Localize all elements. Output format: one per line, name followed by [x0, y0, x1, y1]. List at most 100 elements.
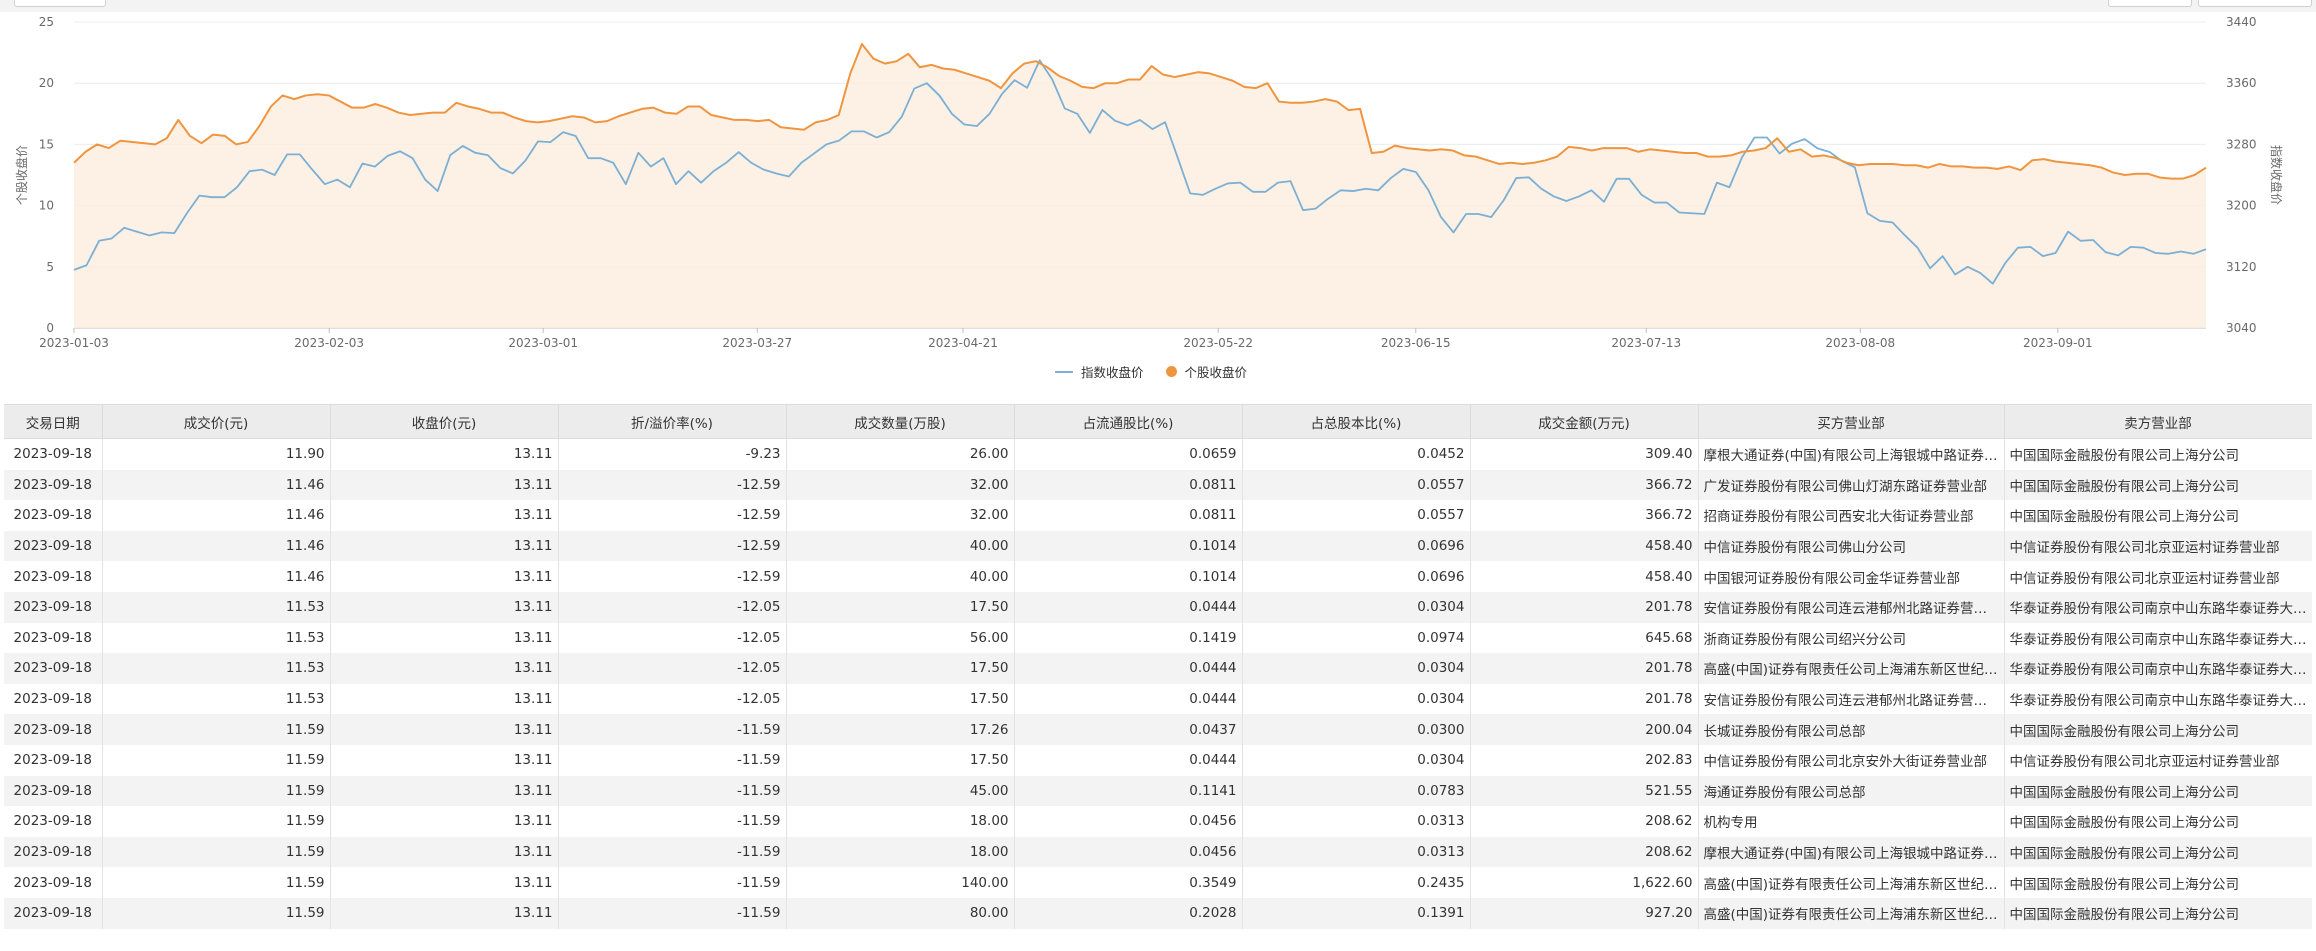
close-price-cell: 13.11	[330, 653, 559, 684]
buyer-branch-cell: 高盛(中国)证券有限责任公司上海浦东新区世纪大道证券营业部	[1698, 897, 2005, 929]
x-tick-label: 2023-09-01	[2023, 336, 2093, 350]
buyer-branch-cell: 高盛(中国)证券有限责任公司上海浦东新区世纪大道证券营业部	[1698, 867, 2005, 898]
amount-cell: 309.40	[1470, 438, 1699, 470]
volume-cell: 32.00	[786, 500, 1015, 531]
trade-date-cell: 2023-09-18	[4, 591, 103, 623]
volume-cell: 17.50	[786, 591, 1015, 623]
trade-date-cell: 2023-09-18	[4, 775, 103, 807]
column-header[interactable]: 交易日期	[4, 405, 103, 439]
table-row[interactable]: 2023-09-18 11.53 13.11 -12.05 17.50 0.0444 0.0…	[4, 683, 2312, 715]
legend-item-index[interactable]: 指数收盘价	[1055, 362, 1144, 381]
volume-cell: 17.50	[786, 744, 1015, 776]
total-ratio-cell: 0.0783	[1242, 775, 1471, 807]
amount-cell: 927.20	[1470, 897, 1699, 929]
trade-price-cell: 11.53	[102, 653, 331, 684]
column-header[interactable]: 占流通股比(%)	[1014, 405, 1243, 439]
total-ratio-cell: 0.2435	[1242, 867, 1471, 898]
block-trade-table: 交易日期 成交价(元) 收盘价(元) 折/溢价率(%) 成交数量(万股) 占流通股比(%)…	[4, 405, 2312, 929]
column-header[interactable]: 收盘价(元)	[330, 405, 559, 439]
table-row[interactable]: 2023-09-18 11.59 13.11 -11.59 17.50 0.0444 0.0…	[4, 744, 2312, 776]
toolbar-button-right-1[interactable]	[2108, 0, 2192, 7]
trade-date-cell: 2023-09-18	[4, 500, 103, 531]
total-ratio-cell: 0.0696	[1242, 561, 1471, 592]
buyer-branch-cell: 长城证券股份有限公司总部	[1698, 714, 2005, 745]
y-left-tick-label: 20	[39, 76, 54, 90]
volume-cell: 56.00	[786, 622, 1015, 654]
table-row[interactable]: 2023-09-18 11.53 13.11 -12.05 17.50 0.0444 0.0…	[4, 591, 2312, 623]
float-ratio-cell: 0.0811	[1014, 469, 1243, 501]
total-ratio-cell: 0.0304	[1242, 591, 1471, 623]
table-row[interactable]: 2023-09-18 11.46 13.11 -12.59 32.00 0.0811 0.0…	[4, 500, 2312, 531]
amount-cell: 458.40	[1470, 530, 1699, 562]
table-row[interactable]: 2023-09-18 11.90 13.11 -9.23 26.00 0.0659 0.04…	[4, 438, 2312, 470]
table-row[interactable]: 2023-09-18 11.59 13.11 -11.59 18.00 0.0456 0.0…	[4, 836, 2312, 868]
x-tick-label: 2023-02-03	[294, 336, 364, 350]
legend-item-stock[interactable]: 个股收盘价	[1165, 362, 1247, 381]
y-left-tick-label: 0	[46, 321, 54, 335]
close-price-cell: 13.11	[330, 683, 559, 715]
trade-price-cell: 11.53	[102, 622, 331, 654]
y-right-tick-label: 3360	[2226, 76, 2257, 90]
top-toolbar-strip	[0, 0, 2316, 12]
table-row[interactable]: 2023-09-18 11.59 13.11 -11.59 45.00 0.1141 0.0…	[4, 775, 2312, 807]
premium-rate-cell: -12.05	[558, 622, 787, 654]
seller-branch-cell: 中国国际金融股份有限公司上海分公司	[2004, 836, 2312, 868]
table-row[interactable]: 2023-09-18 11.53 13.11 -12.05 56.00 0.1419 0.0…	[4, 622, 2312, 654]
float-ratio-cell: 0.2028	[1014, 897, 1243, 929]
close-price-cell: 13.11	[330, 438, 559, 470]
buyer-branch-cell: 浙商证券股份有限公司绍兴分公司	[1698, 622, 2005, 654]
seller-branch-cell: 中国国际金融股份有限公司上海分公司	[2004, 867, 2312, 898]
premium-rate-cell: -9.23	[558, 438, 787, 470]
table-row[interactable]: 2023-09-18 11.46 13.11 -12.59 32.00 0.0811 0.0…	[4, 469, 2312, 501]
table-row[interactable]: 2023-09-18 11.46 13.11 -12.59 40.00 0.1014 0.0…	[4, 561, 2312, 592]
amount-cell: 200.04	[1470, 714, 1699, 745]
float-ratio-cell: 0.0456	[1014, 836, 1243, 868]
volume-cell: 17.50	[786, 683, 1015, 715]
premium-rate-cell: -12.59	[558, 561, 787, 592]
close-price-cell: 13.11	[330, 622, 559, 654]
volume-cell: 17.26	[786, 714, 1015, 745]
premium-rate-cell: -12.05	[558, 591, 787, 623]
float-ratio-cell: 0.0659	[1014, 438, 1243, 470]
column-header[interactable]: 买方营业部	[1698, 405, 2005, 439]
seller-branch-cell: 中信证券股份有限公司北京亚运村证券营业部	[2004, 530, 2312, 562]
legend-index-label: 指数收盘价	[1081, 365, 1144, 380]
table-row[interactable]: 2023-09-18 11.59 13.11 -11.59 18.00 0.0456 0.0…	[4, 806, 2312, 837]
trade-price-cell: 11.46	[102, 530, 331, 562]
toolbar-button-right-2[interactable]	[2198, 0, 2312, 7]
float-ratio-cell: 0.1014	[1014, 561, 1243, 592]
x-tick-label: 2023-05-22	[1183, 336, 1253, 350]
table-row[interactable]: 2023-09-18 11.59 13.11 -11.59 80.00 0.2028 0.1…	[4, 897, 2312, 929]
table-row[interactable]: 2023-09-18 11.59 13.11 -11.59 140.00 0.3549 0.…	[4, 867, 2312, 898]
column-header[interactable]: 折/溢价率(%)	[558, 405, 787, 439]
trade-price-cell: 11.59	[102, 775, 331, 807]
buyer-branch-cell: 海通证券股份有限公司总部	[1698, 775, 2005, 807]
amount-cell: 1,622.60	[1470, 867, 1699, 898]
seller-branch-cell: 中国国际金融股份有限公司上海分公司	[2004, 469, 2312, 501]
block-trade-table-container: 交易日期 成交价(元) 收盘价(元) 折/溢价率(%) 成交数量(万股) 占流通股比(%)…	[4, 404, 2312, 951]
column-header[interactable]: 成交数量(万股)	[786, 405, 1015, 439]
buyer-branch-cell: 中国银河证券股份有限公司金华证券营业部	[1698, 561, 2005, 592]
column-header[interactable]: 成交金额(万元)	[1470, 405, 1699, 439]
table-row[interactable]: 2023-09-18 11.46 13.11 -12.59 40.00 0.1014 0.0…	[4, 530, 2312, 562]
premium-rate-cell: -12.05	[558, 653, 787, 684]
close-price-cell: 13.11	[330, 469, 559, 501]
price-chart-svg: 0 5 10 15 20 25 3040 3120 3200 3280 3360 3440 个股收盘价 指…	[14, 15, 2284, 350]
float-ratio-cell: 0.0444	[1014, 653, 1243, 684]
column-header[interactable]: 成交价(元)	[102, 405, 331, 439]
close-price-cell: 13.11	[330, 897, 559, 929]
table-row[interactable]: 2023-09-18 11.59 13.11 -11.59 17.26 0.0437 0.0…	[4, 714, 2312, 745]
amount-cell: 458.40	[1470, 561, 1699, 592]
premium-rate-cell: -12.59	[558, 469, 787, 501]
seller-branch-cell: 华泰证券股份有限公司南京中山东路华泰证券大厦营业部	[2004, 683, 2312, 715]
column-header[interactable]: 占总股本比(%)	[1242, 405, 1471, 439]
table-row[interactable]: 2023-09-18 11.53 13.11 -12.05 17.50 0.0444 0.0…	[4, 653, 2312, 684]
volume-cell: 32.00	[786, 469, 1015, 501]
seller-branch-cell: 华泰证券股份有限公司南京中山东路华泰证券大厦营业部	[2004, 653, 2312, 684]
column-header[interactable]: 卖方营业部	[2004, 405, 2312, 439]
toolbar-button-left[interactable]	[14, 0, 106, 7]
premium-rate-cell: -12.59	[558, 500, 787, 531]
amount-cell: 366.72	[1470, 469, 1699, 501]
amount-cell: 645.68	[1470, 622, 1699, 654]
index-series-line	[73, 59, 2207, 285]
